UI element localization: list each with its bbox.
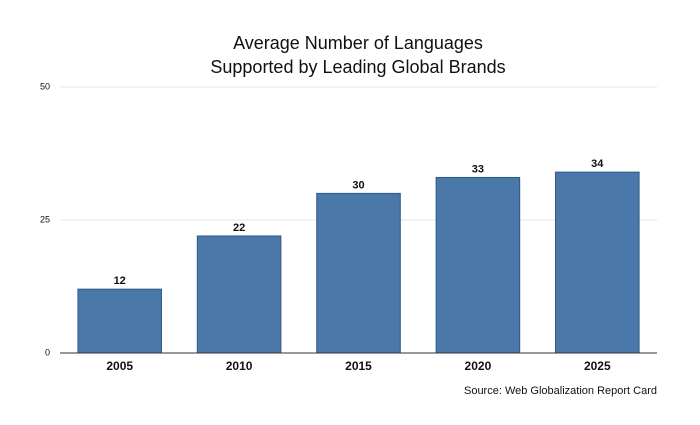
value-label: 33 bbox=[472, 163, 484, 175]
y-tick-label: 50 bbox=[40, 81, 50, 91]
source-note: Source: Web Globalization Report Card bbox=[464, 385, 657, 397]
bar bbox=[77, 288, 162, 354]
chart-title: Average Number of Languages bbox=[233, 33, 483, 53]
x-tick-label: 2020 bbox=[465, 359, 492, 373]
x-tick-label: 2010 bbox=[226, 359, 253, 373]
chart-title: Supported by Leading Global Brands bbox=[210, 57, 505, 77]
bar bbox=[316, 192, 401, 354]
value-label: 12 bbox=[114, 275, 126, 287]
y-tick-label: 0 bbox=[45, 347, 50, 357]
bar bbox=[435, 176, 521, 354]
value-label: 22 bbox=[233, 222, 245, 234]
x-tick-label: 2005 bbox=[106, 359, 133, 373]
value-label: 34 bbox=[591, 158, 604, 170]
bar bbox=[196, 235, 282, 354]
bar bbox=[555, 171, 640, 354]
x-tick-label: 2025 bbox=[584, 359, 611, 373]
y-tick-label: 25 bbox=[40, 214, 50, 224]
value-label: 30 bbox=[352, 179, 364, 191]
x-tick-label: 2015 bbox=[345, 359, 372, 373]
